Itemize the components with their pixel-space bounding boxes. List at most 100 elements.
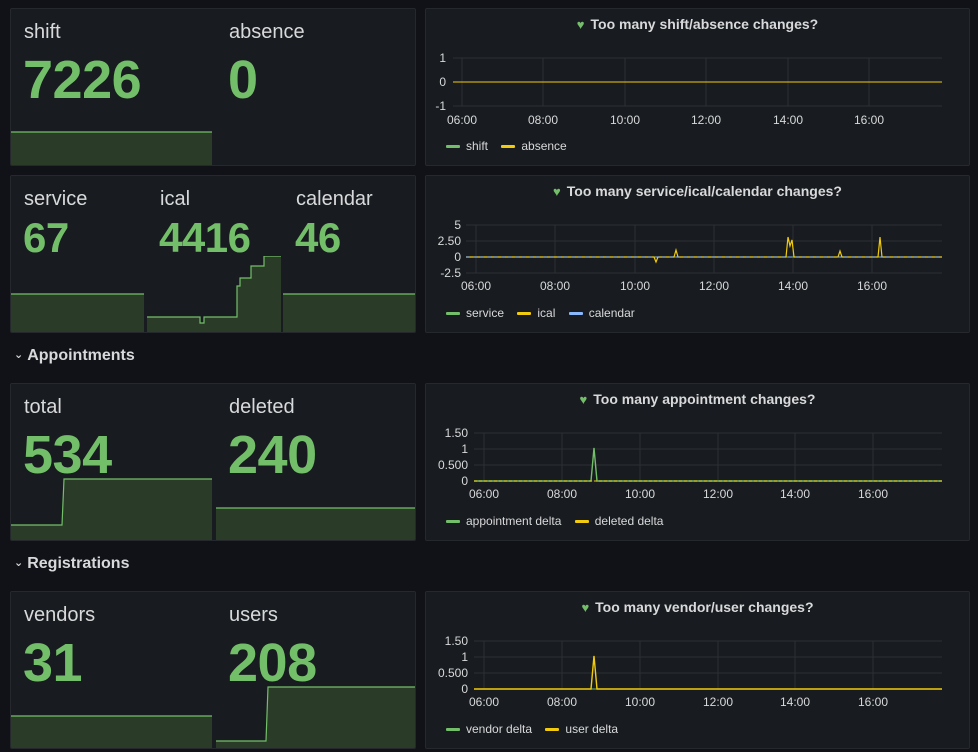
- heart-icon: ♥: [581, 600, 590, 615]
- x-tick: 14:00: [773, 113, 803, 127]
- stat-panel-appointments[interactable]: total 534 deleted 240: [10, 383, 416, 541]
- time-series-graph[interactable]: 1 0 -1 06:00 08:00 10:00 12:00 14:00 16:…: [426, 9, 970, 166]
- y-tick: 2.50: [438, 234, 462, 248]
- stat-label: deleted: [229, 396, 295, 418]
- stat-users: users 208: [216, 592, 415, 748]
- time-series-graph[interactable]: 1.50 1 0.500 0 06:00 08:00 10:00 12:00 1…: [426, 592, 970, 749]
- sparkline: [216, 686, 415, 748]
- panel-title[interactable]: ♥ Too many appointment changes?: [426, 391, 969, 407]
- legend: vendor delta user delta: [446, 722, 628, 736]
- y-tick: -1: [435, 99, 446, 113]
- stat-value: 46: [295, 214, 341, 261]
- x-tick: 14:00: [780, 695, 810, 709]
- y-tick: 0: [454, 250, 461, 264]
- graph-panel-appointments[interactable]: ♥ Too many appointment changes? 1.50 1 0.…: [425, 383, 970, 541]
- x-tick: 10:00: [625, 487, 655, 501]
- panel-title[interactable]: ♥ Too many service/ical/calendar changes?: [426, 183, 969, 199]
- stat-calendar: calendar 46: [283, 176, 415, 332]
- stat-ical: ical 4416: [147, 176, 281, 332]
- x-tick: 06:00: [447, 113, 477, 127]
- stat-value: 31: [23, 633, 83, 693]
- legend-item-shift[interactable]: shift: [446, 139, 488, 153]
- legend-item-vendor-delta[interactable]: vendor delta: [446, 722, 532, 736]
- graph-panel-registrations[interactable]: ♥ Too many vendor/user changes? 1.50 1 0.…: [425, 591, 970, 749]
- y-tick: 1.50: [445, 634, 469, 648]
- legend: service ical calendar: [446, 306, 645, 320]
- stat-value: 208: [228, 633, 317, 693]
- row-title-text: Appointments: [27, 347, 135, 364]
- sparkline: [11, 715, 212, 748]
- x-tick: 08:00: [540, 279, 570, 293]
- legend: appointment delta deleted delta: [446, 514, 673, 528]
- sparkline: [11, 131, 212, 165]
- time-series-graph[interactable]: 1.50 1 0.500 0 06:00 08:00 10:00 12:00 1…: [426, 384, 970, 541]
- x-tick: 10:00: [620, 279, 650, 293]
- stat-value: 0: [228, 50, 258, 110]
- legend-item-deleted-delta[interactable]: deleted delta: [574, 514, 663, 528]
- x-tick: 14:00: [780, 487, 810, 501]
- stat-label: shift: [24, 21, 61, 43]
- sparkline: [216, 507, 415, 540]
- stat-shift: shift 7226: [11, 9, 214, 165]
- stat-label: calendar: [296, 188, 373, 210]
- x-tick: 16:00: [854, 113, 884, 127]
- stat-deleted: deleted 240: [216, 384, 415, 540]
- panel-title[interactable]: ♥ Too many vendor/user changes?: [426, 599, 969, 615]
- legend-item-calendar[interactable]: calendar: [568, 306, 635, 320]
- stat-panel-shift-absence[interactable]: shift 7226 absence 0: [10, 8, 416, 166]
- y-tick: 5: [454, 218, 461, 232]
- x-tick: 12:00: [703, 487, 733, 501]
- panel-title-text: Too many appointment changes?: [593, 391, 816, 407]
- x-tick: 16:00: [857, 279, 887, 293]
- legend-item-absence[interactable]: absence: [501, 139, 567, 153]
- stat-label: absence: [229, 21, 305, 43]
- sparkline: [147, 256, 281, 332]
- panel-title-text: Too many service/ical/calendar changes?: [566, 183, 842, 199]
- x-tick: 16:00: [858, 695, 888, 709]
- chevron-down-icon: ⌄: [14, 349, 24, 361]
- x-tick: 06:00: [461, 279, 491, 293]
- panel-title[interactable]: ♥ Too many shift/absence changes?: [426, 16, 969, 32]
- y-tick: 0.500: [438, 458, 468, 472]
- legend-item-user-delta[interactable]: user delta: [545, 722, 618, 736]
- row-header-appointments[interactable]: ⌄ Appointments: [14, 347, 135, 365]
- heart-icon: ♥: [579, 392, 588, 407]
- time-series-graph[interactable]: 5 2.50 0 -2.5 06:00 08:00 10:00 12:00 14…: [426, 176, 970, 333]
- stat-label: users: [229, 604, 278, 626]
- x-tick: 12:00: [703, 695, 733, 709]
- legend-item-ical[interactable]: ical: [517, 306, 555, 320]
- y-tick: 1: [461, 650, 468, 664]
- series-user-delta: [474, 655, 942, 690]
- x-tick: 06:00: [469, 487, 499, 501]
- stat-label: vendors: [24, 604, 96, 626]
- stat-value: 67: [23, 214, 69, 261]
- y-tick: 0.500: [438, 666, 468, 680]
- y-tick: 1: [439, 51, 446, 65]
- legend-item-service[interactable]: service: [446, 306, 504, 320]
- stat-service: service 67: [11, 176, 145, 332]
- legend-item-appointment-delta[interactable]: appointment delta: [446, 514, 561, 528]
- graph-panel-service-ical-calendar[interactable]: ♥ Too many service/ical/calendar changes?…: [425, 175, 970, 333]
- x-tick: 08:00: [528, 113, 558, 127]
- x-tick: 06:00: [469, 695, 499, 709]
- x-tick: 10:00: [625, 695, 655, 709]
- graph-panel-shift-absence[interactable]: ♥ Too many shift/absence changes? 1 0 -1 …: [425, 8, 970, 166]
- x-tick: 10:00: [610, 113, 640, 127]
- x-tick: 08:00: [547, 695, 577, 709]
- y-tick: 0: [461, 474, 468, 488]
- stat-panel-registrations[interactable]: vendors 31 users 208: [10, 591, 416, 749]
- x-tick: 12:00: [699, 279, 729, 293]
- y-tick: 0: [461, 682, 468, 696]
- x-tick: 14:00: [778, 279, 808, 293]
- heart-icon: ♥: [576, 17, 585, 32]
- stat-vendors: vendors 31: [11, 592, 214, 748]
- y-tick: 0: [439, 75, 446, 89]
- stat-label: total: [24, 396, 62, 418]
- stat-value: 240: [228, 425, 317, 485]
- heart-icon: ♥: [553, 184, 561, 199]
- x-tick: 08:00: [547, 487, 577, 501]
- stat-panel-service-ical-calendar[interactable]: service 67 ical 4416 calendar 46: [10, 175, 416, 333]
- sparkline: [11, 478, 212, 540]
- stat-value: 534: [23, 425, 112, 485]
- row-header-registrations[interactable]: ⌄ Registrations: [14, 555, 129, 573]
